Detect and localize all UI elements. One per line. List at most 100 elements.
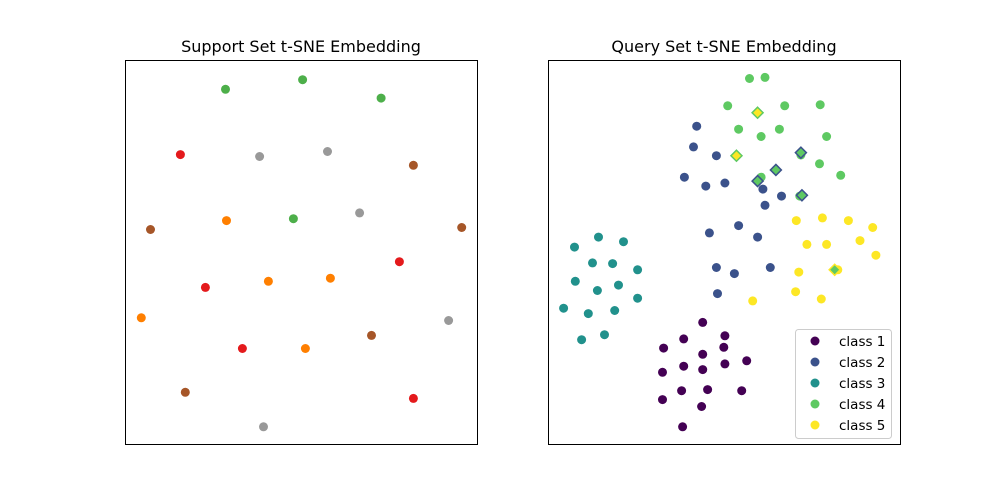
query-set-points (559, 72, 881, 432)
legend-label-1: class 1 (839, 334, 885, 350)
point-series-4-4 (367, 330, 376, 340)
point-series-3-11 (559, 303, 569, 313)
point-series-2-8 (777, 191, 786, 201)
point-series-1-5 (698, 365, 708, 375)
point-series-5-2 (817, 213, 827, 223)
point-series-3-6 (633, 265, 643, 275)
point-series-4-4 (780, 101, 790, 111)
point-series-1-15 (720, 331, 730, 341)
point-series-1-10 (658, 395, 667, 405)
point-series-2-7 (758, 184, 768, 194)
point-series-4-1 (745, 74, 754, 83)
point-series-3-4 (588, 258, 597, 268)
support-set-panel: Support Set t-SNE Embedding (125, 37, 478, 445)
point-series-2-2 (689, 142, 698, 152)
point-series-5-12 (816, 294, 826, 304)
point-series-1-2 (298, 75, 308, 85)
point-series-4-11 (836, 170, 846, 180)
legend-label-5: class 5 (839, 418, 885, 434)
point-series-1-4 (698, 349, 708, 359)
point-series-5-7 (855, 236, 865, 246)
point-series-1-1 (659, 343, 669, 353)
point-series-4-9 (822, 132, 832, 141)
point-series-3-9 (614, 280, 623, 290)
point-series-4-3 (723, 101, 733, 111)
point-series-5-4 (136, 313, 146, 323)
point-series-3-12 (583, 309, 593, 319)
support-set-title: Support Set t-SNE Embedding (181, 37, 421, 56)
legend-marker-4 (810, 399, 820, 409)
legend-entries: class 1 class 2 class 3 class 4 class 5 (810, 334, 885, 434)
point-series-2-13 (711, 263, 721, 272)
point-series-1-12 (703, 385, 713, 395)
point-series-1-1 (221, 84, 230, 94)
point-series-1-3 (376, 93, 386, 103)
point-series-2-6 (720, 178, 730, 188)
point-series-5-9 (794, 267, 804, 277)
query-set-title: Query Set t-SNE Embedding (611, 37, 836, 56)
point-series-2-1 (692, 121, 702, 131)
point-series-2-12 (753, 232, 763, 242)
support-set-points (136, 75, 467, 432)
legend-marker-1 (810, 336, 820, 346)
point-series-5-1 (222, 216, 231, 226)
point-series-2-14 (729, 269, 739, 279)
support-set-plot-frame (125, 60, 478, 445)
point-series-4-7 (756, 132, 766, 141)
point-series-2-2 (200, 282, 210, 292)
point-series-5-2 (263, 276, 273, 286)
point-series-1-8 (677, 386, 687, 396)
point-series-5-5 (300, 344, 310, 353)
point-series-1-14 (720, 359, 730, 369)
point-series-4-10 (815, 159, 824, 169)
point-series-5-6 (822, 239, 832, 249)
point-series-2-4 (679, 172, 689, 182)
point-series-1-4 (288, 214, 298, 224)
point-series-2-3 (394, 257, 404, 267)
point-series-5-8 (871, 250, 881, 260)
point-series-1-6 (679, 361, 689, 371)
point-series-3-15 (600, 330, 609, 340)
legend-marker-3 (810, 378, 820, 388)
highlighted-diamond-4 (769, 163, 783, 177)
point-series-5-11 (791, 287, 801, 297)
point-series-5-3 (843, 216, 853, 226)
query-set-legend: class 1 class 2 class 3 class 4 class 5 (795, 329, 892, 439)
point-series-2-4 (237, 344, 247, 353)
point-series-2-1 (175, 150, 185, 160)
point-series-4-5 (180, 387, 190, 397)
point-series-2-11 (734, 221, 744, 231)
point-series-2-5 (408, 393, 418, 403)
point-series-3-3 (619, 237, 628, 247)
point-series-4-5 (815, 100, 825, 110)
point-series-5-1 (791, 216, 801, 226)
point-series-4-6 (734, 124, 744, 134)
point-series-3-5 (259, 422, 268, 432)
point-series-5-13 (748, 296, 758, 306)
point-series-3-10 (633, 293, 643, 303)
point-series-3-5 (608, 259, 618, 269)
point-series-4-8 (774, 124, 784, 134)
point-series-2-5 (701, 181, 711, 191)
point-series-5-5 (802, 239, 812, 249)
point-series-3-1 (570, 242, 579, 252)
query-set-panel: Query Set t-SNE Embedding class 1 class 2… (548, 37, 901, 445)
point-series-2-3 (711, 151, 721, 161)
point-series-5-4 (868, 223, 878, 232)
legend-marker-5 (810, 420, 820, 430)
point-series-3-4 (444, 316, 454, 325)
point-series-1-7 (658, 367, 667, 377)
point-series-5-3 (325, 273, 335, 283)
highlighted-diamond-6 (795, 188, 809, 202)
highlighted-diamond-2 (729, 149, 744, 163)
point-series-1-17 (742, 356, 752, 366)
highlighted-diamond-7 (828, 263, 842, 277)
legend-label-4: class 4 (839, 397, 885, 413)
point-series-2-10 (704, 228, 714, 238)
highlighted-diamond-1 (751, 106, 765, 120)
point-series-1-13 (737, 386, 747, 396)
legend-marker-2 (810, 357, 820, 367)
legend-label-3: class 3 (839, 376, 885, 392)
point-series-3-2 (323, 147, 332, 156)
